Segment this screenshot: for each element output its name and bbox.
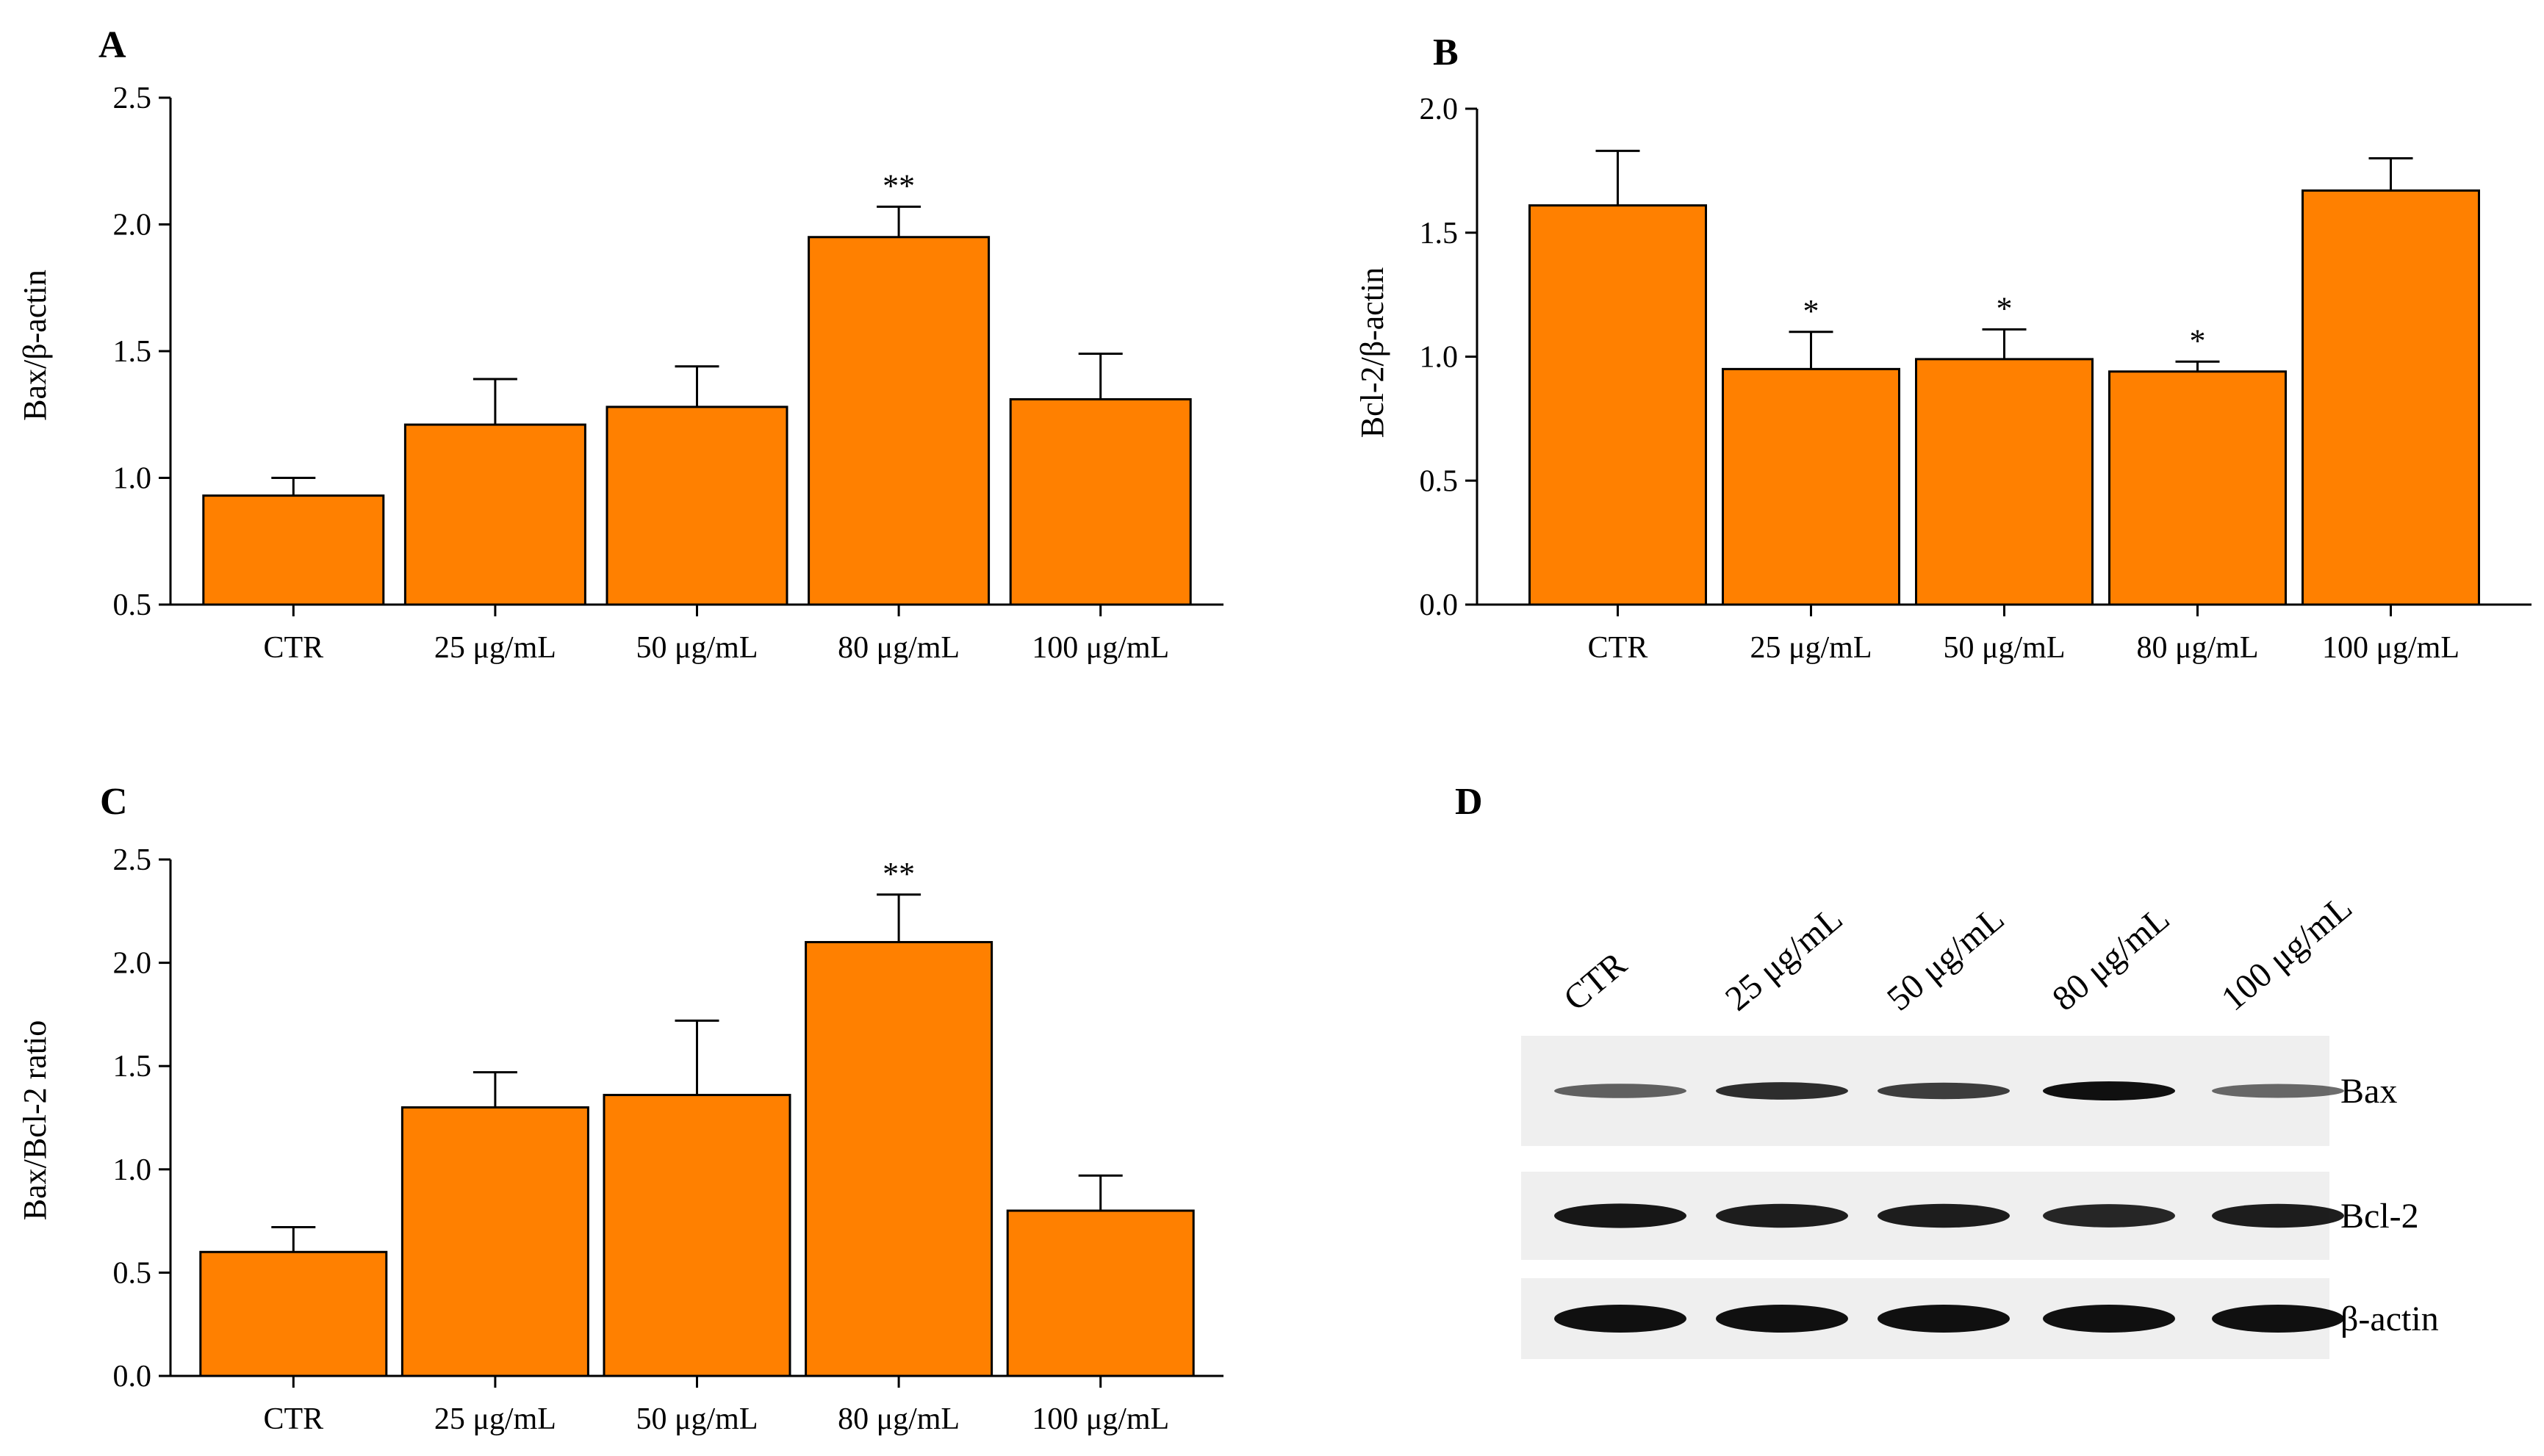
panel-c-ytick-label: 0.5 (113, 1256, 152, 1290)
panel-c-ytick-label: 0.0 (113, 1360, 152, 1394)
panel-a-ytick-label: 2.0 (113, 209, 152, 242)
panel-b-bar (1528, 204, 1707, 606)
panel-b-ytick-label: 2.0 (1420, 93, 1459, 126)
panel-a-ytick-label: 1.5 (113, 335, 152, 369)
panel-b-label: B (1433, 32, 1459, 73)
blot-lane-label: CTR (1556, 945, 1634, 1019)
blot-band (2212, 1084, 2344, 1098)
panel-b-ytick-label: 0.5 (1420, 464, 1459, 498)
panel-d-label: D (1455, 781, 1483, 823)
panel-c-bar (1006, 1209, 1195, 1377)
panel-b-ytick-label: 1.0 (1420, 341, 1459, 375)
panel-b-significance: * (1997, 290, 2013, 326)
panel-b-bar (2108, 370, 2287, 606)
blot-band (1878, 1082, 2010, 1100)
panel-a-category-label: 25 μg/mL (434, 631, 556, 665)
panel-b-ylabel: Bcl-2/β-actin (1354, 267, 1390, 439)
blot-lane-label: 80 μg/mL (2045, 899, 2177, 1019)
panel-a-category-label: 50 μg/mL (636, 631, 758, 665)
blot-rows: Bax Bcl-2 β-actin (1521, 1036, 2439, 1359)
blot-band (1554, 1305, 1686, 1333)
panel-a-category-label: 100 μg/mL (1032, 631, 1169, 665)
panel-c-ytick-label: 2.5 (113, 843, 152, 877)
panel-a-ylabel: Bax/β-actin (17, 270, 53, 421)
blot-band (1878, 1203, 2010, 1228)
panel-a-bar (202, 494, 385, 606)
blot-band (1716, 1203, 1848, 1228)
panel-c-bar (199, 1250, 388, 1377)
panel-b-category-label: CTR (1588, 631, 1648, 665)
panel-a-bar (808, 236, 991, 606)
panel-a-bar (403, 423, 586, 606)
panel-c-chart: 0.0 0.5 1.0 1.5 2.0 2.5 CTR 25 μg/mL 50 μg/mL ** 8… (113, 843, 1224, 1436)
panel-b-significance: * (2190, 322, 2206, 358)
panel-c-category-label: CTR (263, 1402, 323, 1436)
panel-d: D CTR 25 μg/mL 50 μg/mL 80 μg/mL 100 μg/mL B… (1455, 781, 2439, 1359)
panel-c-bar (805, 940, 993, 1377)
panel-b-category-label: 80 μg/mL (2136, 631, 2258, 665)
blot-band (2043, 1081, 2175, 1100)
panel-b-bar (2302, 189, 2480, 606)
panel-c-category-label: 25 μg/mL (434, 1402, 556, 1436)
blot-band (2043, 1204, 2175, 1228)
panel-a-bar (606, 406, 788, 606)
panel-c-ytick-label: 1.5 (113, 1050, 152, 1084)
panel-b-category-label: 100 μg/mL (2322, 631, 2459, 665)
panel-a-category-label: CTR (263, 631, 323, 665)
panel-b-chart: 0.0 0.5 1.0 1.5 2.0 CTR * 25 μg/mL * 50 μg/mL * 80 … (1420, 93, 2532, 665)
panel-c: C Bax/Bcl-2 ratio 0.0 0.5 1.0 1.5 2.0 2.5 CTR 2… (17, 781, 1224, 1436)
blot-band (1878, 1305, 2010, 1333)
panel-b-ytick-label: 0.0 (1420, 588, 1459, 622)
blot-band (1716, 1082, 1848, 1100)
panel-b: B Bcl-2/β-actin 0.0 0.5 1.0 1.5 2.0 CTR * 25 μg… (1354, 32, 2532, 665)
blot-band (1554, 1084, 1686, 1098)
panel-c-ytick-label: 2.0 (113, 947, 152, 981)
panel-b-bar (1915, 358, 2094, 606)
blot-lane-label: 100 μg/mL (2214, 887, 2360, 1018)
panel-a-label: A (98, 24, 126, 66)
panel-c-significance: ** (883, 856, 915, 892)
panel-a-ytick-label: 0.5 (113, 588, 152, 622)
panel-b-category-label: 25 μg/mL (1750, 631, 1872, 665)
blot-band (2043, 1305, 2175, 1333)
blot-band (1716, 1305, 1848, 1333)
panel-a-significance: ** (883, 167, 915, 203)
panel-a-chart: 0.5 1.0 1.5 2.0 2.5 CTR 25 μg/mL 50 μg/mL ** 80 μ… (113, 82, 1224, 665)
panel-c-bar (603, 1094, 791, 1377)
blot-row-label: Bax (2340, 1072, 2397, 1111)
panel-c-category-label: 50 μg/mL (636, 1402, 758, 1436)
panel-a-bar (1009, 398, 1192, 606)
blot-row-label: β-actin (2340, 1300, 2439, 1338)
panel-a-ytick-label: 2.5 (113, 82, 152, 115)
panel-a: A Bax/β-actin 0.5 1.0 1.5 2.0 2.5 CTR 25 μg/mL… (17, 24, 1224, 665)
blot-row-label: Bcl-2 (2340, 1197, 2419, 1236)
panel-c-ytick-label: 1.0 (113, 1153, 152, 1187)
panel-b-bar (1722, 367, 1900, 606)
blot-band (2212, 1305, 2344, 1333)
blot-lane-label: 50 μg/mL (1880, 899, 2011, 1019)
panel-b-category-label: 50 μg/mL (1943, 631, 2065, 665)
blot-band (1554, 1203, 1686, 1228)
panel-c-bar (400, 1106, 589, 1377)
panel-c-ylabel: Bax/Bcl-2 ratio (17, 1020, 53, 1221)
blot-lane-label: 25 μg/mL (1718, 899, 1850, 1019)
panel-a-category-label: 80 μg/mL (838, 631, 960, 665)
panel-b-significance: * (1803, 293, 1819, 329)
blot-lane-labels: CTR 25 μg/mL 50 μg/mL 80 μg/mL 100 μg/mL (1556, 887, 2360, 1018)
panel-a-ytick-label: 1.0 (113, 462, 152, 496)
panel-c-label: C (100, 781, 128, 823)
panel-b-ytick-label: 1.5 (1420, 217, 1459, 251)
blot-band (2212, 1203, 2344, 1228)
panel-c-category-label: 80 μg/mL (838, 1402, 960, 1436)
panel-c-category-label: 100 μg/mL (1032, 1402, 1169, 1436)
